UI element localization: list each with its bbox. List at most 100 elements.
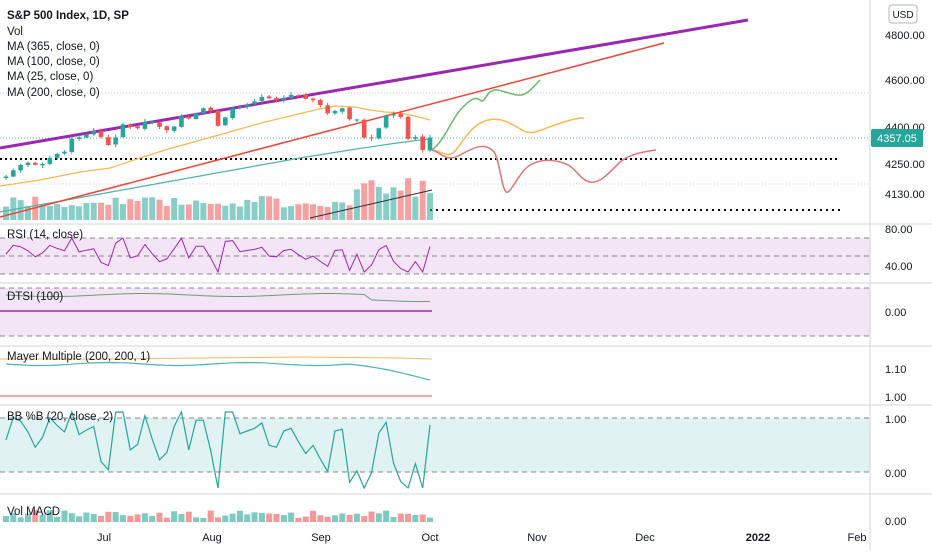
volume-bar	[244, 199, 251, 220]
volume-bar	[3, 206, 9, 220]
volume-bar	[251, 202, 258, 220]
volume-bar	[295, 204, 302, 220]
candle-body	[54, 153, 60, 158]
volume-bar	[390, 187, 397, 220]
vol-macd-bar	[383, 510, 390, 522]
vol-macd-bar	[390, 516, 397, 522]
main-legend: S&P 500 Index, 1D, SP Vol MA (365, close…	[7, 10, 129, 99]
upper-trendline-purple	[0, 18, 749, 150]
volume-bar	[185, 204, 192, 220]
volume-bar	[280, 207, 287, 220]
vol-macd-bar	[280, 515, 287, 522]
candle-body	[76, 137, 82, 139]
candle-body	[318, 100, 323, 106]
vol-macd-bar	[10, 513, 17, 522]
candle-body	[325, 105, 330, 114]
price-tick-4250: 4250.00	[885, 159, 925, 171]
vol-macd-bar	[76, 516, 83, 522]
volume-bar	[156, 199, 163, 220]
legend-vol: Vol	[7, 26, 23, 38]
time-label-2022: 2022	[746, 532, 770, 544]
candle-body	[120, 124, 126, 138]
dtsi-title: DTSI (100)	[7, 291, 63, 303]
candle-body	[369, 137, 374, 139]
volume-bar	[405, 178, 412, 220]
volume-bar	[90, 202, 97, 220]
volume-bar	[258, 196, 265, 220]
candle-body	[3, 176, 9, 178]
candle-body	[179, 115, 184, 128]
ma-25-line	[0, 105, 431, 187]
vol-macd-bar	[112, 512, 119, 522]
vol-macd-bar	[171, 511, 178, 522]
rsi-title: RSI (14, close)	[7, 229, 83, 241]
vol-macd-bar	[3, 516, 9, 522]
vol-macd-bar	[134, 514, 141, 522]
candle-body	[405, 116, 411, 139]
candle-body	[11, 170, 16, 177]
indicator-guides	[0, 237, 870, 473]
time-axis[interactable]: Jul Aug Sep Oct Nov Dec 2022 Feb	[97, 532, 867, 544]
vol-macd-bar	[258, 512, 265, 522]
volume-bar	[222, 205, 229, 220]
vol-macd-bar	[368, 511, 375, 522]
volume-bar	[39, 205, 46, 220]
currency-button[interactable]	[888, 4, 918, 24]
volume-bar	[397, 190, 404, 220]
candle-body	[420, 136, 425, 150]
candle-body	[47, 157, 53, 164]
ma-200-line	[0, 138, 433, 213]
mayer-multiple-line	[5, 361, 431, 381]
vol-macd-bar	[229, 513, 236, 522]
mayer-tick-110: 1.10	[885, 364, 906, 376]
candle-body	[303, 94, 309, 99]
legend-ma-200: MA (200, close, 0)	[7, 87, 100, 99]
candle-body	[142, 121, 148, 129]
time-label-feb: Feb	[848, 532, 867, 544]
mayer-ma-line	[0, 356, 433, 360]
bb-title: BB %B (20, close, 2)	[7, 411, 113, 423]
vol-macd-bar	[119, 515, 126, 522]
volume-bar	[339, 202, 346, 220]
candle-body	[244, 104, 250, 107]
candle-body	[310, 98, 316, 101]
currency-label: USD	[892, 10, 913, 21]
time-label-nov: Nov	[527, 532, 547, 544]
vol-macd-bar	[61, 510, 68, 522]
candle-body	[193, 113, 199, 120]
vol-macd-bar	[324, 516, 331, 522]
candle-body	[215, 110, 221, 126]
vol-macd-bar	[244, 514, 251, 522]
vol-macd-bar	[215, 517, 221, 522]
candle-body	[230, 108, 235, 119]
candle-body	[149, 121, 155, 123]
legend-ma-100: MA (100, close, 0)	[7, 56, 100, 68]
volume-bar	[83, 203, 90, 220]
vol-macd-bar	[90, 514, 97, 522]
candle-body	[266, 96, 272, 99]
dtsi-tick-0: 0.00	[885, 307, 906, 319]
volume-trendline	[309, 189, 433, 219]
vol-macd-bar	[397, 513, 404, 522]
vol-macd-bar	[273, 513, 280, 522]
vol-macd-bar	[17, 517, 24, 522]
volume-bar	[171, 198, 178, 220]
vol-macd-bar	[412, 514, 419, 522]
price-axis[interactable]: USD 4130.004250.004400.004600.004800.00 …	[871, 4, 925, 201]
candle-body	[223, 117, 228, 126]
vol-macd-bar	[361, 516, 368, 522]
candle-body	[383, 115, 389, 128]
legend-ma-365: MA (365, close, 0)	[7, 41, 100, 53]
projection-red	[431, 145, 657, 193]
candle-body	[281, 97, 287, 101]
volume-bar	[331, 201, 338, 220]
last-price-label: 4357.05	[877, 133, 917, 145]
vol-macd-bar	[405, 513, 412, 522]
candle-body	[32, 162, 38, 165]
projection-orange	[431, 117, 585, 156]
volume-bar	[200, 203, 207, 220]
candle-body	[376, 128, 382, 139]
price-candles	[3, 92, 433, 180]
